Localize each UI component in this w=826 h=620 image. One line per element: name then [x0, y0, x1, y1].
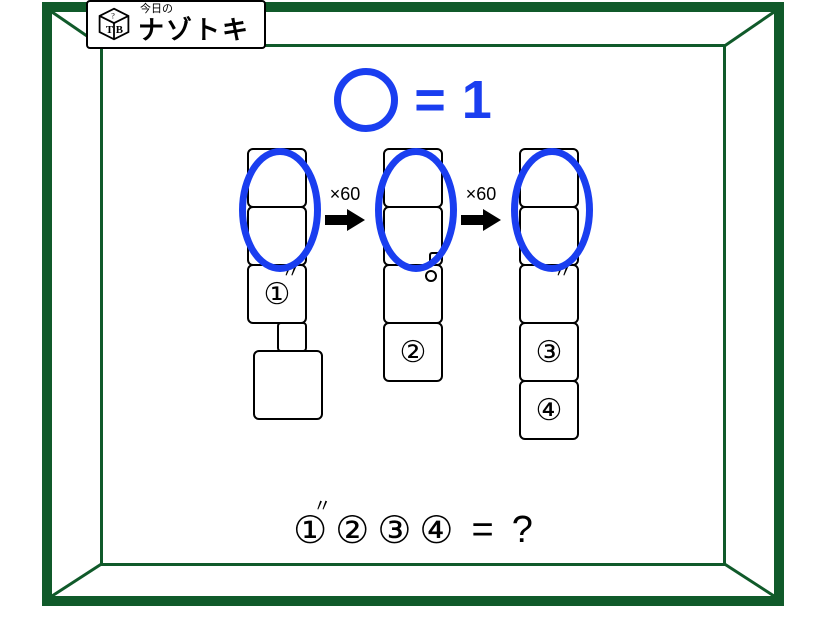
puzzle-columns: 〃 ① ×60: [0, 150, 826, 440]
col1-offset-group: [247, 324, 307, 420]
header-small-text: 今日の: [138, 4, 250, 15]
puzzle-stage: T B ? 今日の ナゾトキ = 1 〃 ①: [0, 0, 826, 620]
col1-box-2: [247, 206, 307, 266]
col2-box-4: ②: [383, 322, 443, 382]
multiplier-1-text: ×60: [330, 184, 361, 205]
col1-box-3: 〃 ①: [247, 264, 307, 324]
dakuten-icon: 〃: [281, 268, 301, 276]
col3-box-3: 〃: [519, 264, 579, 324]
svg-text:B: B: [116, 24, 123, 36]
col2-box-1: [383, 148, 443, 208]
col1-big-box: [253, 350, 323, 420]
top-value: 1: [462, 69, 492, 131]
bottom-c3: ③: [377, 508, 411, 553]
top-equation: = 1: [0, 68, 826, 132]
circled-4: ④: [536, 393, 563, 428]
col2-box-2: [383, 206, 443, 266]
circled-2: ②: [400, 335, 427, 370]
column-3: 〃 ③ ④: [519, 150, 579, 440]
svg-text:T: T: [106, 24, 114, 36]
multiplier-2: ×60: [453, 184, 509, 233]
column-2: ②: [383, 150, 443, 382]
bottom-equation: ① 〃 ② ③ ④ = ?: [0, 508, 826, 553]
header-big-text: ナゾトキ: [138, 17, 250, 43]
arrow-right-icon-2: [459, 207, 503, 233]
cube-icon: T B ?: [96, 6, 132, 42]
bottom-question: ?: [512, 509, 533, 552]
col2-box-3: [383, 264, 443, 324]
col3-box-5: ④: [519, 380, 579, 440]
handakuten-icon: [425, 270, 437, 282]
col1-box-1: [247, 148, 307, 208]
arrow-right-icon: [323, 207, 367, 233]
top-equals: =: [414, 69, 446, 131]
multiplier-1: ×60: [317, 184, 373, 233]
bottom-c1-num: ①: [293, 510, 327, 552]
bottom-c1: ① 〃: [293, 508, 327, 553]
bottom-equals: =: [471, 509, 493, 552]
col3-box-2: [519, 206, 579, 266]
column-1: 〃 ①: [247, 150, 307, 420]
svg-text:?: ?: [111, 11, 115, 20]
bottom-dakuten-icon: 〃: [313, 502, 331, 510]
dakuten-icon-2: 〃: [553, 268, 573, 276]
col3-box-1: [519, 148, 579, 208]
col3-box-4: ③: [519, 322, 579, 382]
header-tag: T B ? 今日の ナゾトキ: [86, 0, 266, 49]
bottom-c4: ④: [419, 508, 453, 553]
blue-circle-icon: [334, 68, 398, 132]
col1-small-box: [277, 322, 307, 352]
circled-3: ③: [536, 335, 563, 370]
bottom-c2: ②: [335, 508, 369, 553]
multiplier-2-text: ×60: [466, 184, 497, 205]
